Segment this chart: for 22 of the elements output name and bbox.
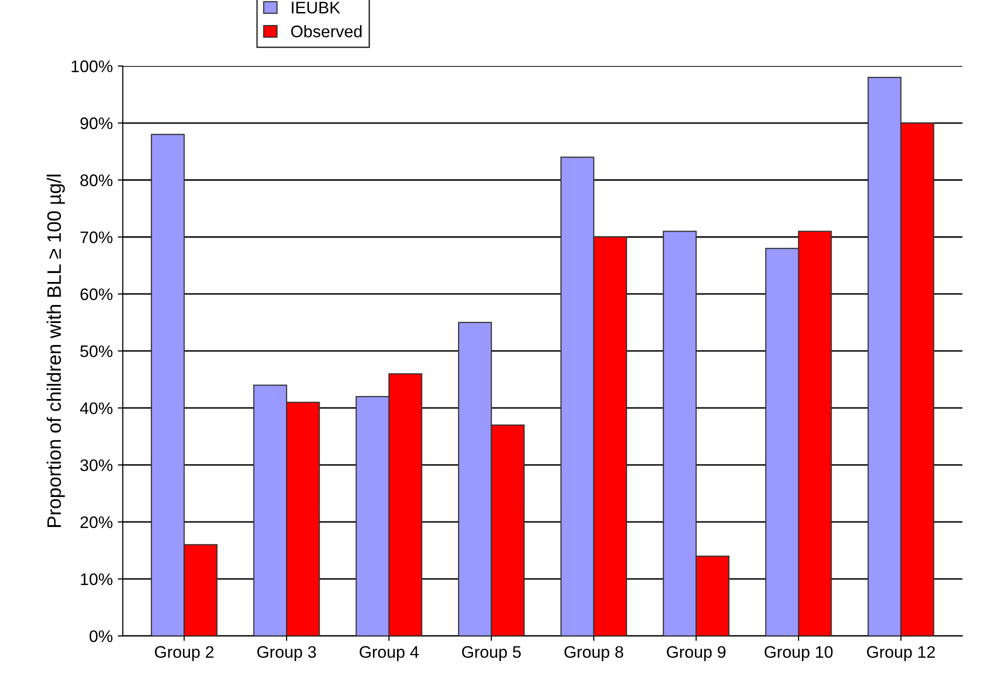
x-tick-label: Group 12: [867, 646, 935, 662]
y-tick-label: 80%: [80, 174, 112, 186]
y-tick-label: 100%: [72, 60, 112, 72]
y-tick-label: 40%: [80, 402, 112, 414]
legend-label: IEUBK: [292, 2, 340, 14]
x-tick-label: Group 9: [666, 646, 726, 662]
y-axis-title: Proportion of children with BLL ≥ 100 µg/l: [46, 174, 65, 527]
y-tick-label: 10%: [80, 573, 112, 586]
y-tick-label: 90%: [80, 117, 112, 130]
y-tick-label: 0%: [90, 630, 112, 642]
x-tick-label: Group 3: [257, 646, 316, 662]
y-tick-label: 50%: [80, 345, 112, 358]
y-tick-label: 60%: [80, 288, 112, 300]
x-tick-label: Group 10: [764, 646, 833, 662]
x-tick-label: Group 8: [564, 646, 624, 662]
y-tick-label: 20%: [80, 516, 112, 528]
legend-label: Observed: [291, 25, 362, 38]
x-tick-label: Group 4: [360, 646, 419, 662]
x-tick-label: Group 5: [462, 646, 521, 662]
x-tick-label: Group 2: [154, 646, 214, 662]
y-tick-label: 30%: [80, 459, 112, 472]
y-tick-label: 70%: [80, 231, 112, 244]
